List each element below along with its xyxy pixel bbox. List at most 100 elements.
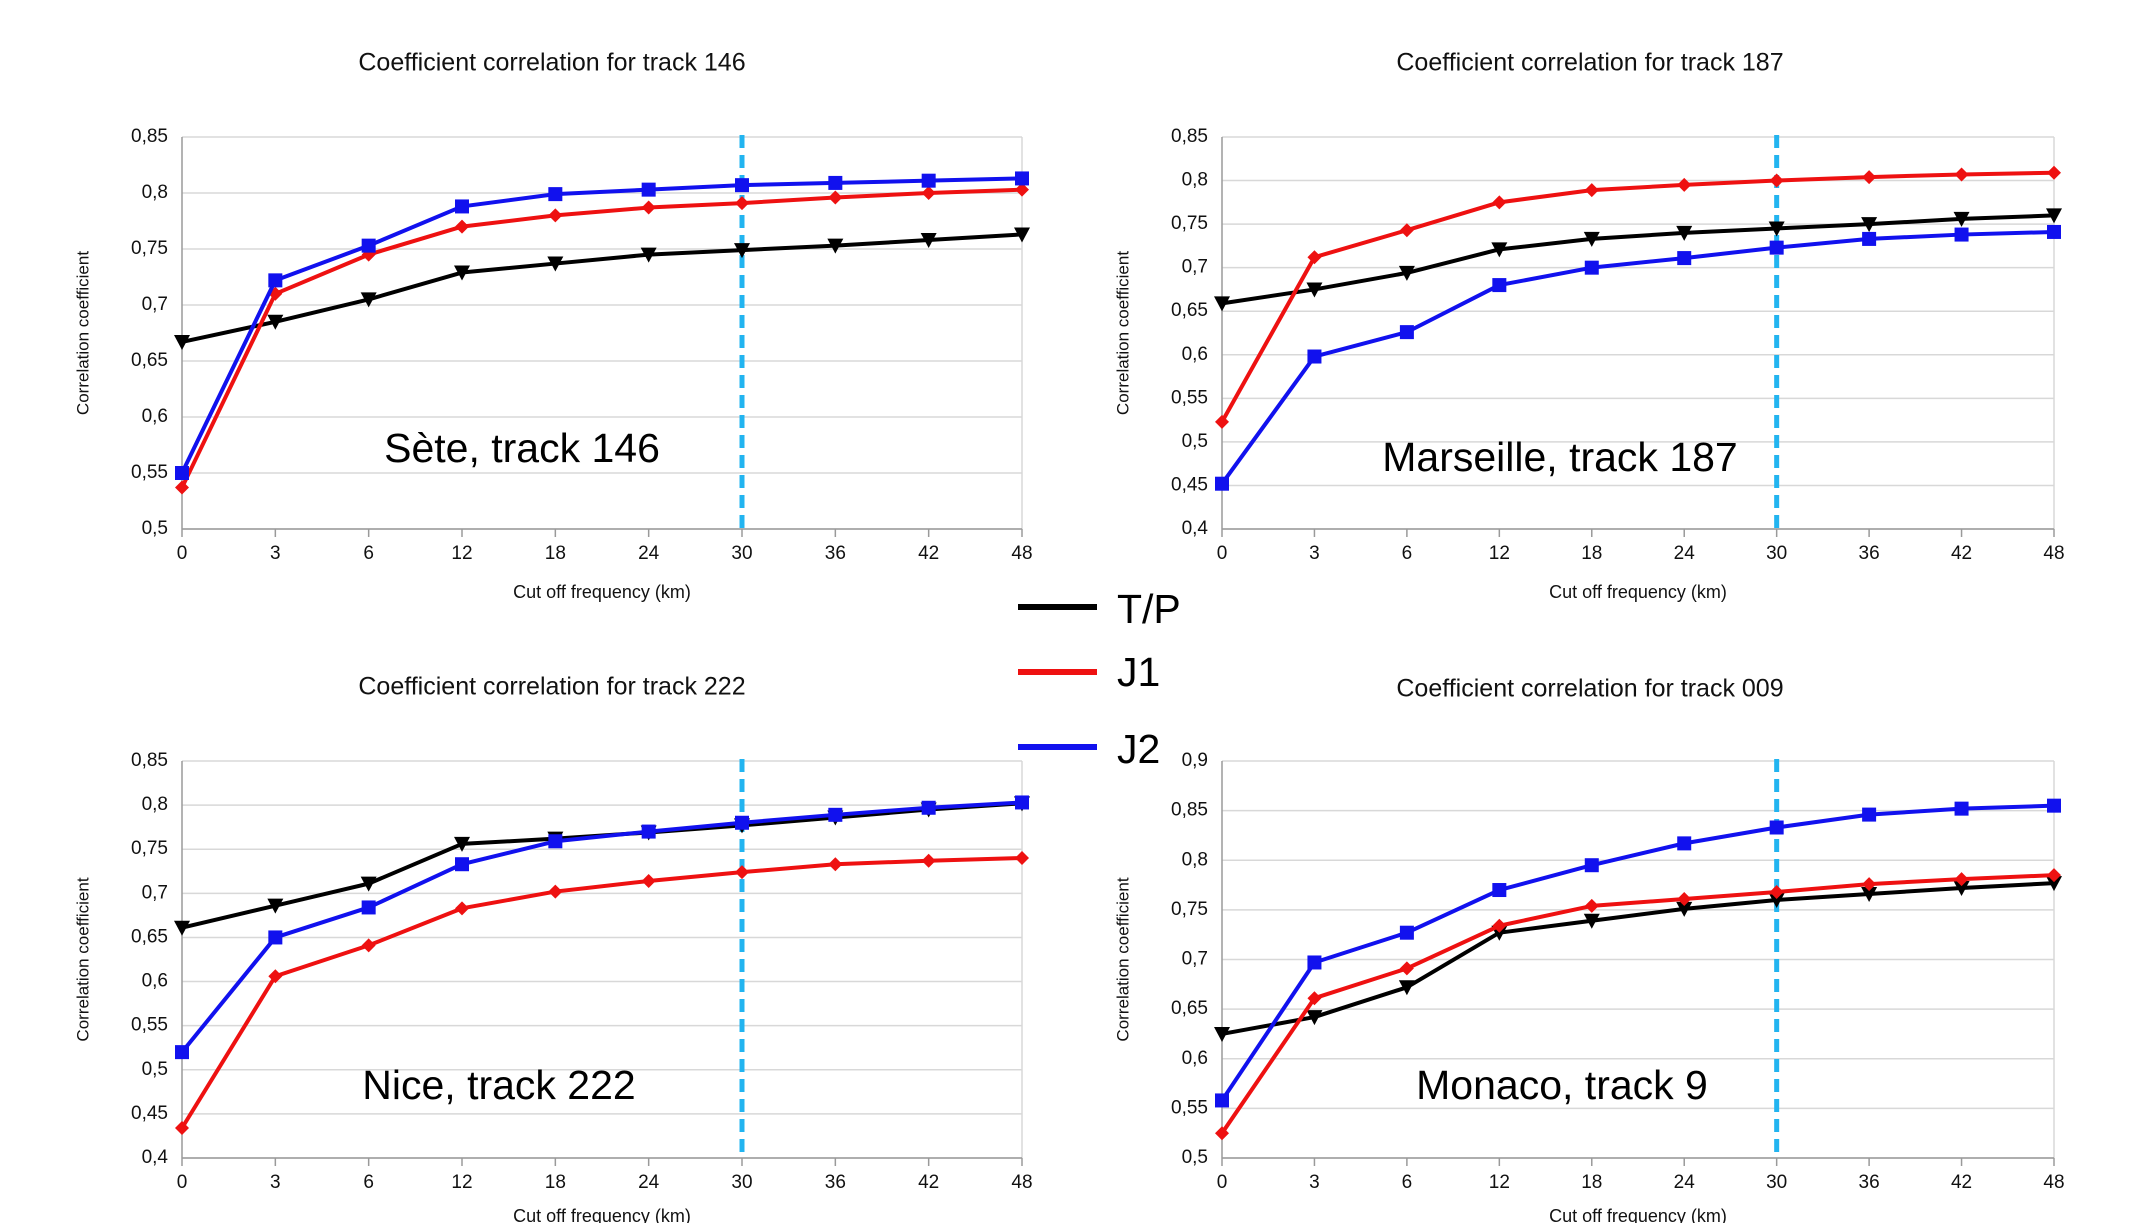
data-point-tp (734, 243, 750, 259)
chart-title: Coefficient correlation for track 009 (1396, 675, 1783, 703)
data-point-j2 (175, 1045, 189, 1060)
y-tick-label: 0,7 (1182, 949, 1208, 970)
data-point-j2 (1492, 278, 1507, 293)
y-tick-label: 0,65 (131, 350, 168, 371)
x-tick-label: 42 (1951, 543, 1972, 564)
legend-label-j1: J1 (1117, 649, 1160, 695)
data-point-j2 (455, 199, 469, 214)
series-j2 (175, 171, 1029, 480)
data-point-j1 (1769, 885, 1784, 900)
y-tick-label: 0,5 (1182, 431, 1208, 452)
y-tick-label: 0,75 (1171, 899, 1208, 920)
data-point-j2 (1215, 476, 1229, 491)
data-point-tp (1768, 892, 1785, 908)
data-point-j2 (1399, 925, 1414, 940)
data-point-tp (1583, 231, 1600, 247)
series-line-tp (181, 232, 1023, 344)
data-point-j1 (921, 186, 936, 200)
data-point-j1 (1492, 918, 1507, 933)
y-tick-label: 0,45 (1171, 474, 1208, 495)
x-tick-label: 30 (1766, 1172, 1787, 1193)
data-point-j2 (1862, 807, 1877, 822)
x-tick-label: 24 (1674, 1172, 1696, 1193)
data-point-tp (827, 238, 844, 254)
x-tick-label: 18 (1581, 543, 1602, 564)
data-point-j1 (1399, 961, 1414, 976)
x-tick-label: 6 (363, 543, 374, 564)
x-tick-label: 48 (1011, 543, 1032, 564)
data-point-tp (1306, 282, 1323, 298)
y-tick-label: 0,85 (131, 750, 168, 771)
y-tick-label: 0,5 (1182, 1147, 1208, 1168)
x-tick-label: 0 (177, 543, 188, 564)
y-tick-label: 0,8 (1182, 170, 1208, 191)
data-point-j2 (175, 466, 189, 480)
data-point-tp (2046, 208, 2062, 224)
data-point-j2 (828, 807, 843, 822)
data-point-tp (360, 292, 377, 308)
data-point-j2 (1307, 955, 1322, 970)
y-tick-label: 0,55 (131, 462, 168, 483)
series-line-tp (1221, 881, 2055, 1036)
x-axis-label: Cut off frequency (km) (513, 582, 691, 602)
data-point-j2 (1584, 858, 1599, 873)
charts-layer: 0,50,550,60,650,70,750,80,850 3 6 12 18 24 30 3… (73, 49, 2064, 1223)
x-tick-label: 18 (545, 1172, 566, 1193)
y-tick-label: 0,75 (131, 838, 168, 859)
x-axis-label: Cut off frequency (km) (513, 1206, 691, 1223)
chart-title: Coefficient correlation for track 222 (358, 673, 745, 701)
panel-annotation: Monaco, track 9 (1416, 1062, 1708, 1108)
y-tick-label: 0,85 (1171, 800, 1208, 821)
data-point-j2 (1492, 883, 1507, 898)
data-point-j2 (2047, 224, 2061, 239)
data-point-j2 (1307, 349, 1322, 364)
x-tick-label: 36 (1859, 543, 1880, 564)
x-tick-label: 48 (2043, 543, 2064, 564)
data-point-j2 (1584, 260, 1599, 275)
y-axis-label: Correlation coefficient (73, 251, 92, 415)
data-point-j1 (268, 969, 283, 984)
series-line-j1 (1220, 170, 2055, 423)
series-line-j2 (1220, 229, 2055, 485)
series-line-j1 (1220, 873, 2055, 1135)
data-point-j2 (1954, 227, 1969, 242)
data-point-tp (1214, 296, 1230, 312)
data-point-j1 (641, 873, 656, 888)
y-tick-label: 0,65 (1171, 998, 1208, 1019)
data-point-j1 (1954, 872, 1969, 887)
data-point-j1 (1677, 177, 1692, 192)
x-tick-label: 0 (1217, 1172, 1228, 1193)
chart-title: Coefficient correlation for track 187 (1396, 49, 1783, 77)
x-tick-label: 24 (1674, 543, 1696, 564)
legend: T/P J1 J2 (1018, 586, 1181, 772)
data-point-j1 (1307, 250, 1322, 265)
series-j1 (175, 851, 1029, 1136)
x-tick-label: 3 (270, 1172, 281, 1193)
data-point-tp (174, 920, 190, 936)
y-tick-label: 0,5 (142, 1059, 168, 1080)
data-point-j2 (1862, 231, 1877, 246)
data-point-j1 (175, 1121, 189, 1136)
data-point-tp (360, 876, 377, 892)
series-line-j2 (180, 176, 1023, 474)
data-point-j1 (1769, 173, 1784, 188)
data-point-j1 (1954, 167, 1969, 182)
data-point-tp (1398, 265, 1415, 281)
x-tick-label: 6 (1402, 543, 1413, 564)
panel-annotation: Marseille, track 187 (1382, 434, 1737, 480)
series-tp (174, 227, 1030, 350)
data-point-tp (1861, 886, 1878, 902)
data-point-j2 (921, 800, 936, 815)
data-point-j2 (2047, 798, 2061, 813)
data-point-j2 (641, 182, 656, 197)
x-tick-label: 6 (363, 1172, 374, 1193)
x-tick-label: 0 (1217, 543, 1228, 564)
series-line-tp (1221, 213, 2055, 306)
data-point-tp (1306, 1010, 1323, 1026)
data-point-j1 (1677, 891, 1692, 906)
series-tp (1214, 876, 2062, 1042)
data-point-j1 (1015, 851, 1029, 866)
data-point-j1 (828, 857, 843, 872)
y-tick-label: 0,5 (142, 518, 168, 539)
